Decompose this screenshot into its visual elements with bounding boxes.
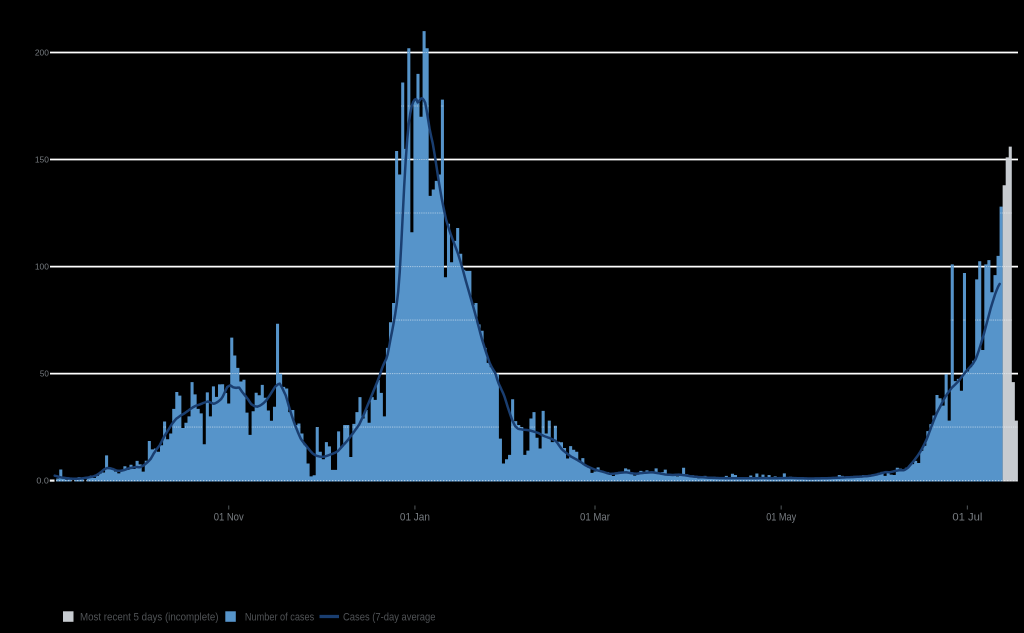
svg-text:01 Jul: 01 Jul bbox=[952, 512, 982, 524]
svg-text:50: 50 bbox=[40, 369, 49, 378]
svg-text:200: 200 bbox=[35, 48, 49, 57]
svg-text:01 Nov: 01 Nov bbox=[214, 512, 245, 524]
svg-text:01 Mar: 01 Mar bbox=[580, 512, 610, 524]
svg-text:Most recent 5 days (incomplete: Most recent 5 days (incomplete) bbox=[80, 612, 219, 624]
svg-text:01 Jan: 01 Jan bbox=[400, 512, 430, 524]
svg-text:Cases (7-day average: Cases (7-day average bbox=[343, 612, 436, 624]
svg-text:Number of cases: Number of cases bbox=[245, 612, 315, 624]
svg-text:150: 150 bbox=[35, 155, 49, 164]
svg-text:0.0: 0.0 bbox=[36, 476, 49, 485]
svg-text:100: 100 bbox=[35, 262, 49, 271]
svg-text:01 May: 01 May bbox=[766, 512, 797, 524]
